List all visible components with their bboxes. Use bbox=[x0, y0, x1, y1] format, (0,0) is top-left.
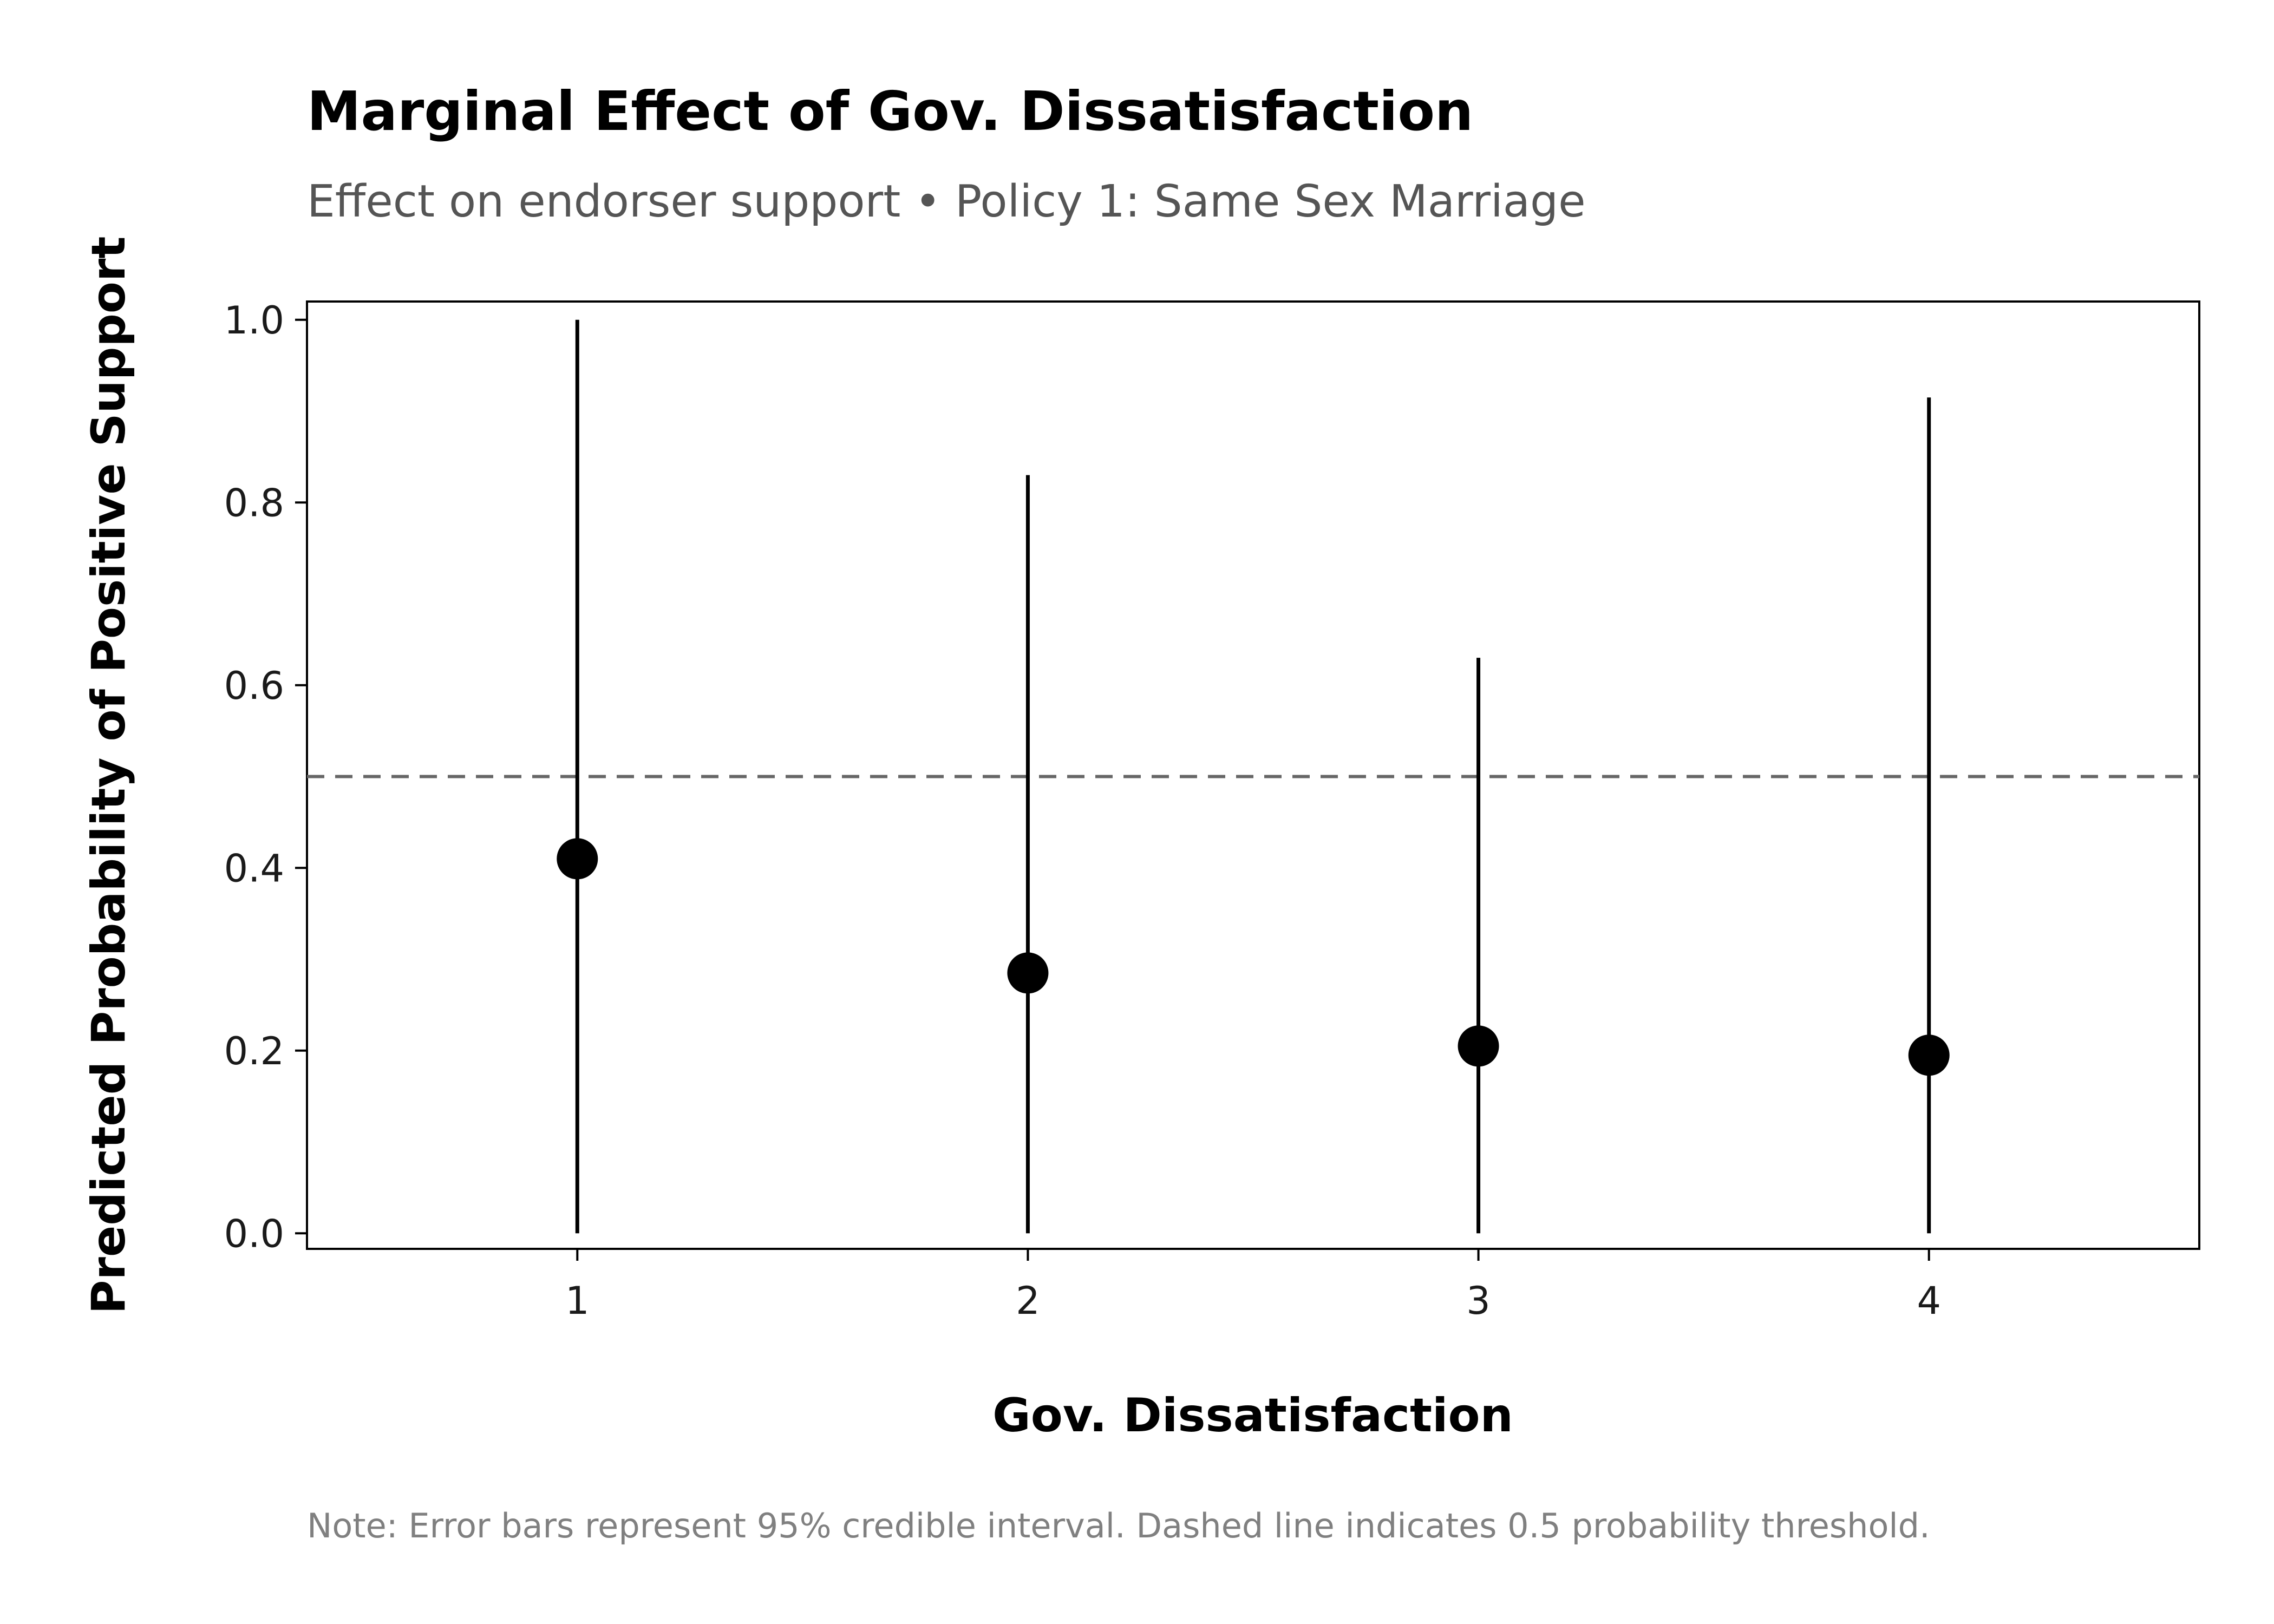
chart-title: Marginal Effect of Gov. Dissatisfaction bbox=[307, 80, 1473, 143]
y-tick-label: 0.8 bbox=[224, 481, 284, 525]
x-tick-label: 1 bbox=[565, 1279, 590, 1323]
data-point bbox=[557, 838, 598, 880]
data-marks bbox=[557, 319, 1950, 1234]
y-axis-title: Predicted Probability of Positive Suppor… bbox=[82, 237, 136, 1314]
x-tick-label: 4 bbox=[1917, 1279, 1941, 1323]
data-point bbox=[1908, 1034, 1950, 1076]
y-axis: 0.0 0.2 0.4 0.6 0.8 1.0 bbox=[224, 298, 307, 1256]
y-tick-label: 0.2 bbox=[224, 1029, 284, 1073]
data-point bbox=[1007, 952, 1049, 994]
y-tick-label: 1.0 bbox=[224, 298, 284, 343]
x-axis: 1 2 3 4 bbox=[565, 1249, 1941, 1323]
y-tick-label: 0.6 bbox=[224, 664, 284, 708]
y-tick-label: 0.0 bbox=[224, 1212, 284, 1256]
y-tick-label: 0.4 bbox=[224, 846, 284, 890]
x-tick-label: 2 bbox=[1016, 1279, 1040, 1323]
x-axis-title: Gov. Dissatisfaction bbox=[992, 1389, 1513, 1443]
data-point bbox=[1458, 1025, 1499, 1067]
x-tick-label: 3 bbox=[1466, 1279, 1491, 1323]
chart-note: Note: Error bars represent 95% credible … bbox=[307, 1506, 1930, 1546]
chart-subtitle: Effect on endorser support • Policy 1: S… bbox=[307, 176, 1586, 227]
